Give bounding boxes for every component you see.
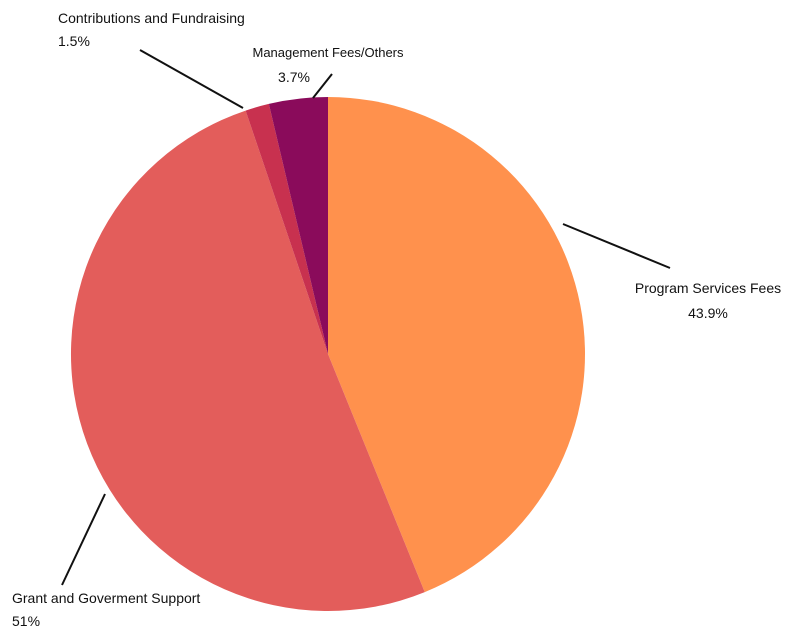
value-management-fees: 3.7% (278, 69, 310, 85)
value-contributions-fundraising: 1.5% (58, 33, 90, 49)
label-grant-support: Grant and Goverment Support (12, 590, 200, 606)
label-contributions-fundraising: Contributions and Fundraising (58, 10, 245, 26)
leader-grant-support (61, 493, 106, 586)
slice-contributions-fundraising (245, 103, 328, 355)
value-program-services-fees: 43.9% (688, 305, 728, 321)
slice-labels: Program Services Fees 43.9% Grant and Go… (12, 10, 781, 629)
slice-management-fees (268, 97, 328, 354)
slice-program-services-fees (328, 96, 586, 593)
leader-program-services-fees (562, 223, 671, 269)
slice-grant-support (70, 110, 425, 612)
leader-lines (61, 49, 671, 586)
leader-contributions-fundraising (139, 49, 244, 109)
leader-management-fees (312, 73, 333, 99)
label-management-fees: Management Fees/Others (252, 45, 404, 60)
label-program-services-fees: Program Services Fees (635, 280, 781, 296)
value-grant-support: 51% (12, 613, 40, 629)
pie-slices (70, 96, 586, 612)
